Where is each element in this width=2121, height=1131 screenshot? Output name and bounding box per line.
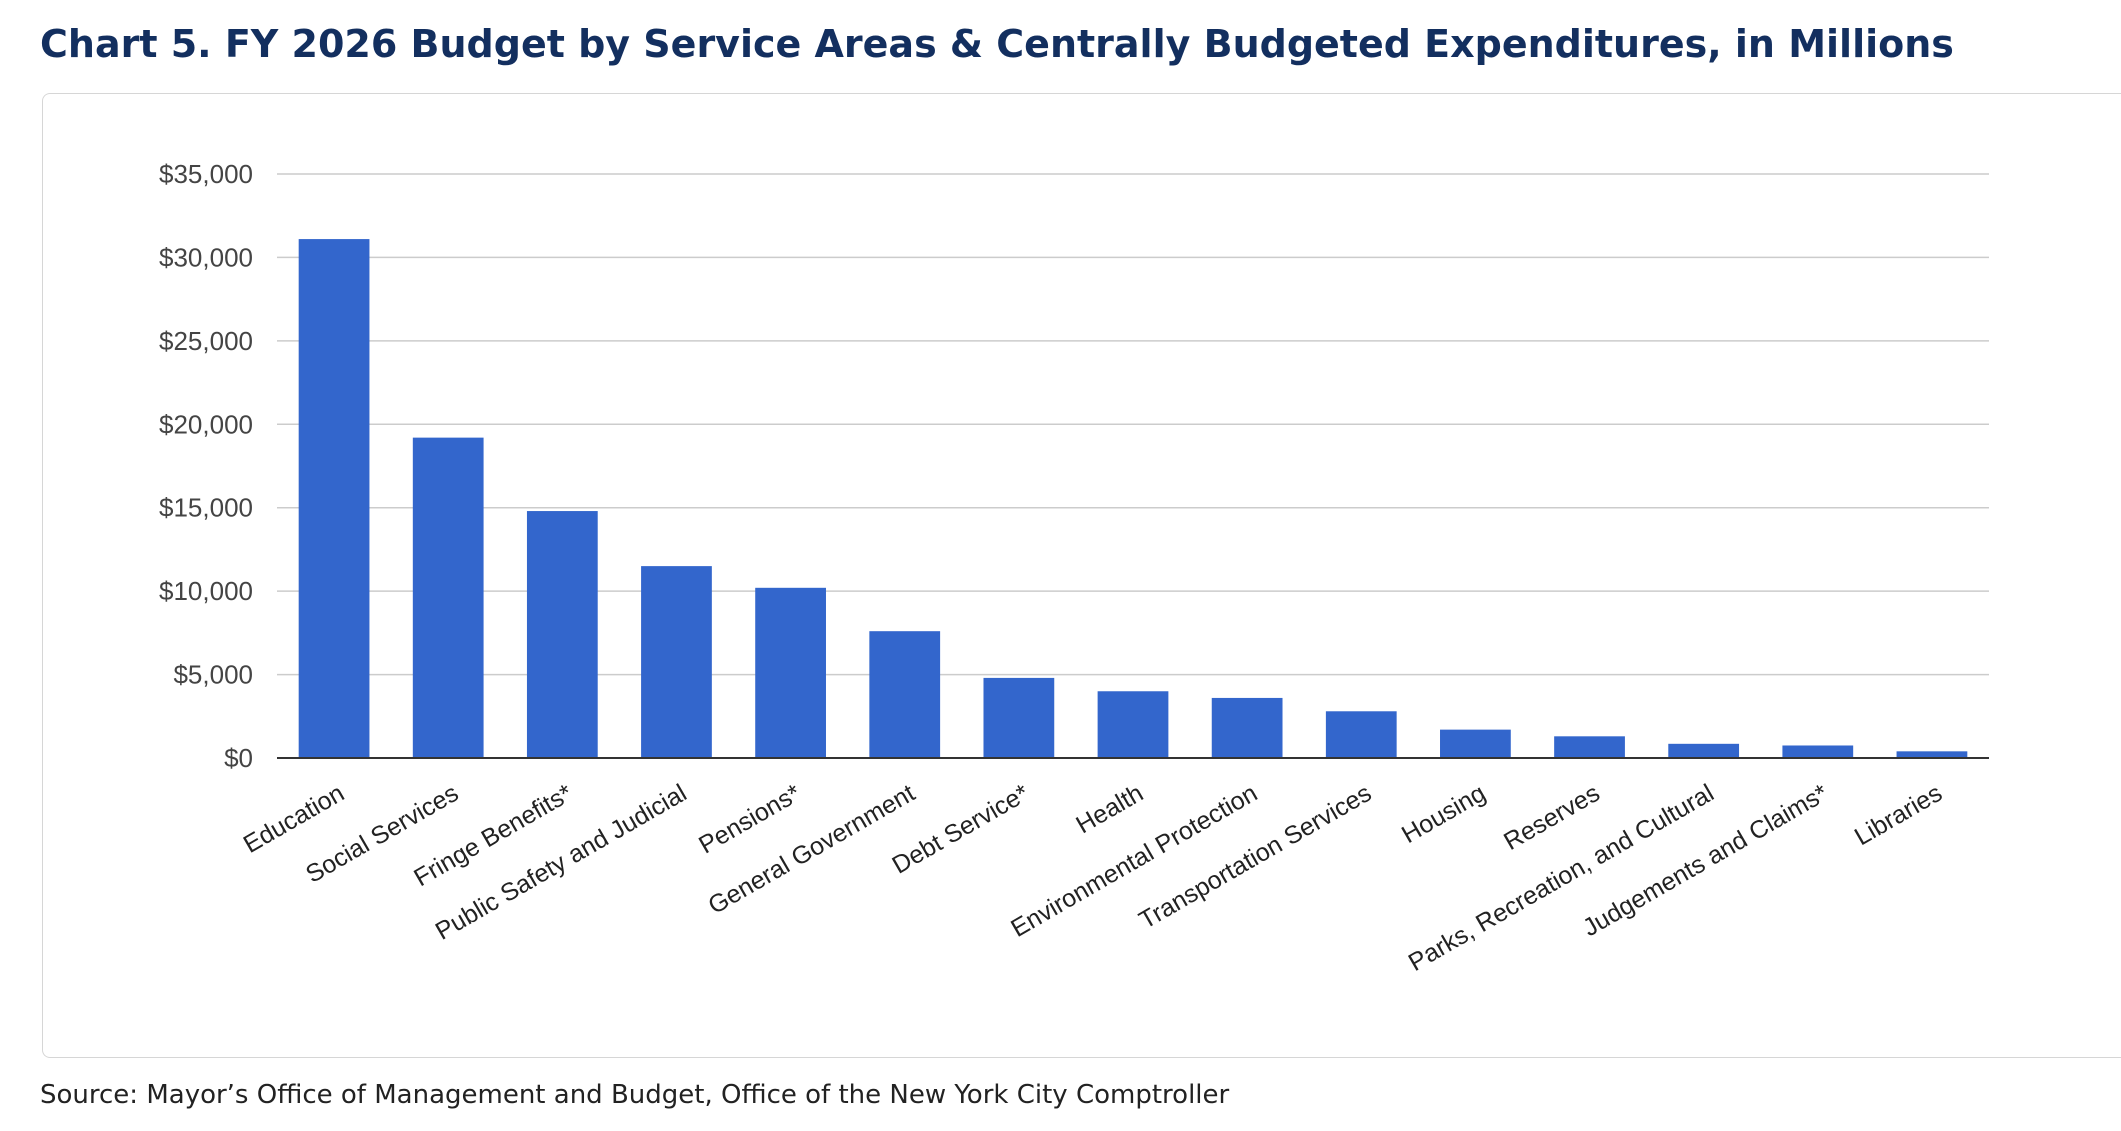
bar bbox=[1668, 743, 1740, 758]
x-tick-label: Housing bbox=[1397, 779, 1490, 849]
bar bbox=[641, 566, 712, 758]
chart-panel: $0 $5,000 $10,000 $15,000 $20,000 $25,000 $30,… bbox=[42, 93, 2121, 1058]
y-tick-label: $35,000 bbox=[159, 159, 253, 189]
y-axis-tick-labels: $0 $5,000 $10,000 $15,000 $20,000 $25,000 $30,… bbox=[159, 159, 253, 773]
x-tick-label: General Government bbox=[704, 779, 920, 920]
source-note: Source: Mayor’s Office of Management and… bbox=[40, 1080, 1230, 1110]
bar bbox=[1325, 711, 1397, 758]
y-tick-label: $5,000 bbox=[173, 660, 253, 690]
bar bbox=[1211, 697, 1283, 758]
y-tick-label: $25,000 bbox=[159, 326, 253, 356]
bars bbox=[298, 239, 1968, 758]
bar-chart: $0 $5,000 $10,000 $15,000 $20,000 $25,000 $30,… bbox=[159, 159, 1989, 977]
chart-title: Chart 5. FY 2026 Budget by Service Areas… bbox=[40, 22, 1954, 66]
x-tick-label: Libraries bbox=[1850, 779, 1947, 851]
bar bbox=[983, 677, 1055, 758]
y-tick-label: $20,000 bbox=[159, 409, 253, 439]
bar bbox=[1896, 751, 1968, 758]
y-tick-label: $10,000 bbox=[159, 576, 253, 606]
y-tick-label: $30,000 bbox=[159, 242, 253, 272]
bar bbox=[1440, 729, 1511, 758]
bar bbox=[1554, 736, 1625, 758]
bar bbox=[526, 511, 598, 758]
bar bbox=[412, 437, 484, 758]
bar bbox=[298, 239, 370, 758]
x-tick-label: Health bbox=[1071, 779, 1148, 839]
bar bbox=[1782, 745, 1854, 758]
x-tick-label: Reserves bbox=[1499, 779, 1604, 856]
bar bbox=[1097, 691, 1169, 758]
y-tick-label: $0 bbox=[224, 743, 253, 773]
y-tick-label: $15,000 bbox=[159, 493, 253, 523]
bar bbox=[869, 631, 941, 758]
bar bbox=[755, 587, 826, 758]
